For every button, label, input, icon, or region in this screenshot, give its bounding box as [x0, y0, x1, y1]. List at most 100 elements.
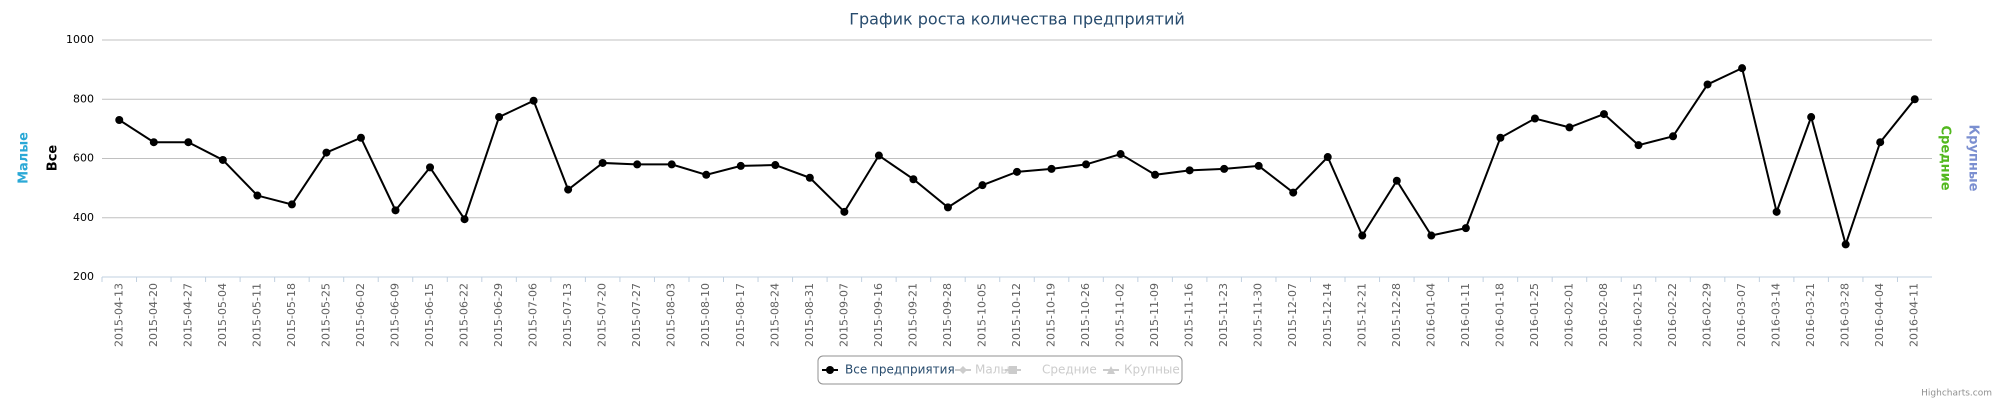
x-tick-label: 2016-02-15: [1632, 283, 1645, 347]
point: [218, 155, 227, 164]
point: [529, 96, 538, 105]
point: [1703, 80, 1712, 89]
legend-label[interactable]: Все предприятия: [845, 363, 955, 377]
point: [1427, 231, 1436, 240]
point: [1530, 114, 1539, 123]
point: [1323, 153, 1332, 162]
x-tick-label: 2015-05-11: [250, 283, 263, 347]
point: [1876, 138, 1885, 147]
x-tick-label: 2015-05-04: [216, 283, 229, 347]
point: [495, 113, 504, 122]
point: [1738, 64, 1747, 73]
x-tick-label: 2015-08-31: [803, 283, 816, 347]
x-tick-label: 2015-10-05: [975, 283, 988, 347]
x-tick-label: 2015-08-17: [734, 283, 747, 347]
point: [874, 151, 883, 160]
x-tick-label: 2016-02-29: [1701, 283, 1714, 347]
point: [702, 170, 711, 179]
point: [253, 191, 262, 200]
point: [736, 161, 745, 170]
chart-title: График роста количества предприятий: [849, 10, 1185, 29]
x-tick-label: 2016-02-22: [1666, 283, 1679, 347]
x-tick-label: 2015-07-20: [596, 283, 609, 347]
x-tick-label: 2015-04-27: [181, 283, 194, 347]
point: [978, 181, 987, 190]
point: [1669, 132, 1678, 141]
legend-label[interactable]: Крупные: [1124, 363, 1180, 377]
x-tick-label: 2015-08-24: [768, 283, 781, 347]
y2-axis-title: Средние: [1938, 125, 1953, 190]
point: [322, 148, 331, 157]
x-tick-label: 2015-11-09: [1148, 283, 1161, 347]
x-tick-label: 2015-08-03: [665, 283, 678, 347]
x-tick-label: 2015-05-18: [285, 283, 298, 347]
x-tick-label: 2015-09-21: [906, 283, 919, 347]
x-tick-label: 2016-03-21: [1804, 283, 1817, 347]
x-tick-label: 2015-07-27: [630, 283, 643, 347]
point: [1634, 141, 1643, 150]
x-tick-label: 2015-12-14: [1321, 283, 1334, 347]
point: [1599, 110, 1608, 119]
point: [1772, 207, 1781, 216]
x-tick-label: 2015-04-20: [147, 283, 160, 347]
point: [1082, 160, 1091, 169]
point: [391, 206, 400, 215]
x-tick-label: 2015-11-30: [1252, 283, 1265, 347]
point: [1151, 170, 1160, 179]
x-tick-label: 2015-06-29: [492, 283, 505, 347]
point: [1220, 164, 1229, 173]
point: [771, 161, 780, 170]
point: [460, 215, 469, 224]
y-tick-label: 400: [73, 211, 94, 224]
legend-label[interactable]: Малые: [975, 363, 1017, 377]
point: [1807, 113, 1816, 122]
point: [1116, 150, 1125, 159]
y-tick-label: 800: [73, 92, 94, 105]
x-tick-label: 2015-12-28: [1390, 283, 1403, 347]
point: [840, 207, 849, 216]
x-tick-label: 2015-06-15: [423, 283, 436, 347]
point: [1289, 188, 1298, 197]
x-tick-label: 2015-12-21: [1355, 283, 1368, 347]
y-tick-label: 200: [73, 270, 94, 283]
x-tick-label: 2016-01-25: [1528, 283, 1541, 347]
x-tick-label: 2015-11-23: [1217, 283, 1230, 347]
point: [115, 115, 124, 124]
x-tick-label: 2015-10-19: [1045, 283, 1058, 347]
x-tick-label: 2016-02-01: [1562, 283, 1575, 347]
point: [667, 160, 676, 169]
point: [1013, 167, 1021, 176]
y2-axis-title: Крупные: [1966, 125, 1981, 192]
x-tick-label: 2016-03-14: [1770, 283, 1783, 347]
point: [943, 203, 952, 212]
x-tick-label: 2015-07-13: [561, 283, 574, 347]
point: [426, 163, 435, 172]
x-tick-label: 2015-08-10: [699, 283, 712, 347]
x-tick-label: 2016-01-18: [1493, 283, 1506, 347]
x-tick-label: 2015-06-09: [388, 283, 401, 347]
point: [909, 175, 918, 184]
x-tick-label: 2016-04-11: [1908, 283, 1921, 347]
point: [1565, 123, 1574, 132]
x-tick-label: 2015-09-07: [837, 283, 850, 347]
point: [1047, 164, 1056, 173]
point: [184, 138, 193, 147]
x-tick-label: 2016-03-07: [1735, 283, 1748, 347]
credits[interactable]: Highcharts.com: [1921, 389, 1992, 399]
legend-label[interactable]: Средние: [1042, 363, 1097, 377]
x-tick-label: 2016-04-04: [1873, 283, 1886, 347]
point: [149, 138, 158, 147]
point: [1392, 176, 1401, 185]
x-tick-label: 2016-01-11: [1459, 283, 1472, 347]
x-tick-label: 2016-02-08: [1597, 283, 1610, 347]
x-tick-label: 2015-06-22: [458, 283, 471, 347]
point: [356, 133, 365, 142]
legend-symbol: [959, 366, 967, 374]
point: [1496, 133, 1505, 142]
point: [564, 185, 573, 194]
y-axis-title: Все: [46, 145, 61, 172]
x-tick-label: 2015-12-07: [1286, 283, 1299, 347]
y-tick-label: 1000: [66, 33, 94, 46]
x-tick-label: 2015-09-28: [941, 283, 954, 347]
